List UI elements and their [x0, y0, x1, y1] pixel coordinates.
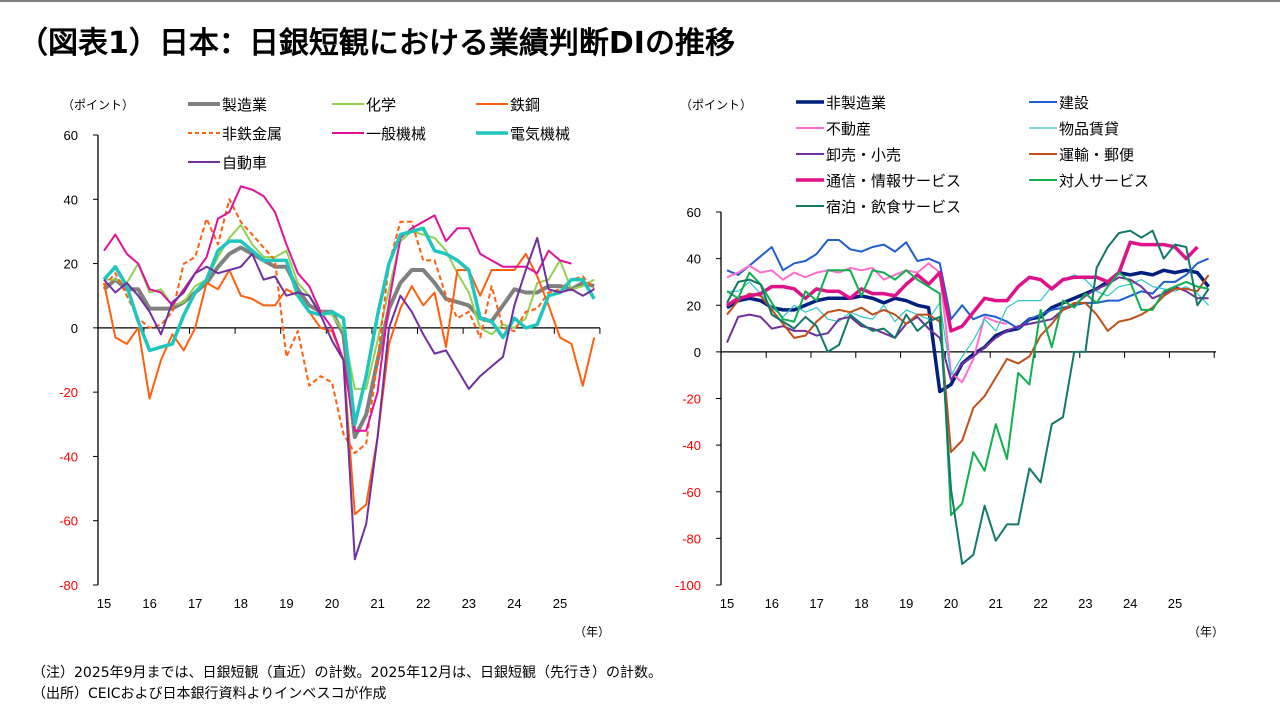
footnote-source: （出所）CEICおよび日本銀行資料よりインベスコが作成 — [32, 686, 387, 702]
y-tick-label: 20 — [64, 257, 78, 272]
series-line-6 — [102, 226, 596, 427]
legend-label: 対人サービス — [1059, 172, 1149, 190]
series-line-6 — [726, 274, 1210, 454]
x-tick-label: 23 — [1078, 596, 1092, 611]
series-line-7 — [726, 240, 1199, 333]
x-tick-label: 25 — [553, 596, 567, 611]
y-tick-label: -80 — [682, 531, 701, 546]
y-axis-unit-label: （ポイント） — [680, 98, 752, 112]
series-line-5 — [103, 185, 572, 432]
x-tick-label: 21 — [989, 596, 1003, 611]
y-tick-label: -20 — [682, 392, 701, 407]
y-tick-label: 60 — [64, 128, 78, 143]
legend-label: 不動産 — [826, 120, 871, 138]
page-title: （図表1）日本：日銀短観における業績判断DIの推移 — [18, 26, 735, 61]
legend-label: 鉄鋼 — [510, 96, 540, 114]
y-tick-label: -60 — [682, 485, 701, 500]
legend-label: 通信・情報サービス — [826, 172, 961, 190]
y-tick-label: -100 — [675, 578, 701, 593]
legend-label: 一般機械 — [366, 125, 426, 143]
y-tick-label: -40 — [59, 449, 78, 464]
x-tick-label: 21 — [370, 596, 384, 611]
y-tick-label: 20 — [687, 298, 701, 313]
chart-1: 60 40 20 0 -20 -40 -60 -80 15 16 17 18 19 20 21 22 23 24 2… — [59, 96, 610, 639]
series-line-4 — [727, 274, 1210, 376]
y-tick-label: 40 — [64, 192, 78, 207]
series-line-7 — [103, 236, 595, 561]
x-tick-label: 16 — [142, 596, 156, 611]
x-axis-unit-label: （年） — [574, 625, 610, 639]
y-tick-label: -20 — [59, 385, 78, 400]
legend-label: 宿泊・飲食サービス — [826, 198, 961, 216]
x-tick-label: 18 — [234, 596, 248, 611]
series-line-4 — [103, 198, 595, 455]
y-tick-label: -60 — [59, 514, 78, 529]
series-line-3 — [726, 262, 1008, 384]
series-line-8 — [726, 269, 1209, 517]
footnote-note: （注）2025年9月までは、日銀短観（直近）の計数。2025年12月は、日銀短観… — [32, 665, 662, 681]
y-tick-label: 0 — [694, 345, 701, 360]
y-axis-unit-label: （ポイント） — [62, 98, 134, 112]
y-tick-label: 0 — [71, 321, 78, 336]
legend-label: 非製造業 — [826, 94, 886, 112]
x-tick-label: 22 — [1033, 596, 1047, 611]
x-tick-label: 15 — [720, 596, 734, 611]
legend-label: 卸売・小売 — [826, 146, 901, 164]
x-tick-label: 25 — [1168, 596, 1182, 611]
x-tick-label: 23 — [462, 596, 476, 611]
x-tick-label: 20 — [325, 596, 339, 611]
x-tick-label: 19 — [279, 596, 293, 611]
x-tick-label: 16 — [765, 596, 779, 611]
x-tick-label: 24 — [1123, 596, 1137, 611]
x-tick-label: 20 — [944, 596, 958, 611]
chart-2: 60 40 20 0 -20 -40 -60 -80 -100 15 16 17 18 19 20 21 22 2… — [675, 94, 1224, 639]
y-tick-label: 60 — [687, 205, 701, 220]
legend-label: 物品賃貸 — [1059, 120, 1119, 138]
x-tick-label: 24 — [507, 596, 521, 611]
x-tick-label: 17 — [809, 596, 823, 611]
y-tick-label: -40 — [682, 438, 701, 453]
series-line-3 — [103, 252, 596, 516]
series-line-2 — [726, 239, 1209, 330]
x-tick-label: 17 — [188, 596, 202, 611]
top-rule — [0, 0, 1280, 2]
series-line-9 — [726, 229, 1210, 565]
x-tick-label: 19 — [899, 596, 913, 611]
y-tick-label: 40 — [687, 252, 701, 267]
legend-label: 自動車 — [222, 154, 267, 172]
legend-label: 電気機械 — [510, 125, 570, 143]
x-tick-label: 15 — [97, 596, 111, 611]
legend-label: 建設 — [1059, 94, 1089, 112]
legend-label: 化学 — [366, 96, 396, 114]
x-tick-label: 18 — [854, 596, 868, 611]
legend-label: 非鉄金属 — [222, 125, 282, 143]
legend-label: 製造業 — [222, 96, 267, 114]
x-axis-unit-label: （年） — [1188, 625, 1224, 639]
x-tick-label: 22 — [416, 596, 430, 611]
legend-label: 運輸・郵便 — [1059, 146, 1134, 164]
y-tick-label: -80 — [59, 578, 78, 593]
